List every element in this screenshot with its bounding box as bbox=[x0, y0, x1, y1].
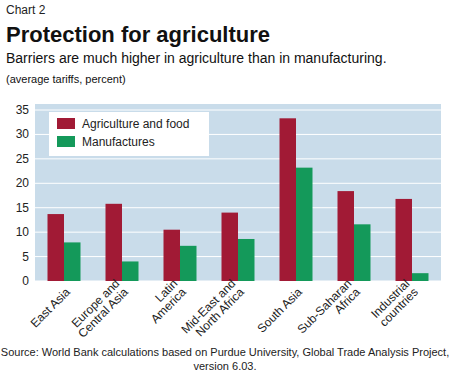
x-tick-label: Mid-East andNorth Africa bbox=[179, 276, 248, 345]
bars bbox=[48, 118, 429, 281]
y-tick-label: 5 bbox=[22, 250, 29, 264]
x-tick-label-group: LatinAmerica bbox=[139, 276, 189, 326]
y-tick-label: 25 bbox=[16, 152, 30, 166]
x-tick-label-line: North Africa bbox=[193, 285, 247, 339]
bar bbox=[222, 213, 239, 281]
x-tick-label-line: Central Asia bbox=[75, 285, 131, 341]
grid-line bbox=[35, 158, 441, 159]
legend-label: Manufactures bbox=[82, 135, 155, 149]
source-line: Source: World Bank calculations based on… bbox=[1, 346, 449, 358]
source: Source: World Bank calculations based on… bbox=[1, 346, 449, 372]
subtitle: Barriers are much higher in agriculture … bbox=[6, 50, 387, 66]
y-tick-label: 30 bbox=[16, 127, 30, 141]
chart: Chart 2 Protection for agriculture Barrier… bbox=[0, 0, 450, 382]
x-tick-label-group: Europe andCentral Asia bbox=[67, 276, 131, 340]
plot-background bbox=[35, 104, 441, 281]
grid-line bbox=[35, 183, 441, 184]
y-tick-label: 20 bbox=[16, 176, 30, 190]
grid-line bbox=[35, 207, 441, 208]
x-tick-label: East Asia bbox=[28, 285, 74, 331]
legend-swatch bbox=[57, 118, 75, 129]
x-tick-label-line: America bbox=[148, 285, 189, 326]
y-tick-label: 0 bbox=[22, 274, 29, 288]
title: Protection for agriculture bbox=[6, 22, 270, 47]
x-tick-label-group: East Asia bbox=[28, 285, 74, 331]
bar bbox=[280, 118, 297, 281]
x-tick-label: LatinAmerica bbox=[139, 276, 189, 326]
x-tick-label: Europe andCentral Asia bbox=[67, 276, 131, 340]
chart-label: Chart 2 bbox=[6, 3, 46, 17]
legend-swatch bbox=[57, 136, 75, 147]
x-tick-label-line: East Asia bbox=[28, 285, 74, 331]
legend-label: Agriculture and food bbox=[82, 117, 189, 131]
x-tick-label-line: Africa bbox=[331, 285, 363, 317]
bar bbox=[164, 230, 181, 281]
bar bbox=[106, 204, 123, 281]
x-tick-label: Sub-SaharanAfrica bbox=[295, 276, 364, 345]
y-tick-label: 35 bbox=[16, 103, 30, 117]
x-tick-label-line: countries bbox=[377, 285, 421, 329]
y-tick-label: 10 bbox=[16, 225, 30, 239]
x-tick-label: Industrialcountries bbox=[368, 277, 421, 330]
bar bbox=[122, 261, 139, 281]
bar bbox=[354, 224, 371, 281]
bar bbox=[64, 242, 81, 281]
x-tick-label-group: Industrialcountries bbox=[368, 277, 421, 330]
bar bbox=[48, 214, 65, 281]
source-line: version 6.03. bbox=[194, 360, 257, 372]
legend-box bbox=[49, 112, 209, 156]
bar bbox=[338, 191, 355, 281]
bar bbox=[396, 199, 413, 281]
y-tick-label: 15 bbox=[16, 201, 30, 215]
grid-line bbox=[35, 110, 441, 111]
x-tick-label-group: Sub-SaharanAfrica bbox=[295, 276, 364, 345]
bar bbox=[238, 239, 255, 281]
bar bbox=[412, 273, 429, 281]
x-tick-label-group: Mid-East andNorth Africa bbox=[179, 276, 248, 345]
y-axis-label: (average tariffs, percent) bbox=[6, 73, 126, 85]
bar bbox=[296, 168, 313, 281]
bar bbox=[180, 246, 197, 281]
